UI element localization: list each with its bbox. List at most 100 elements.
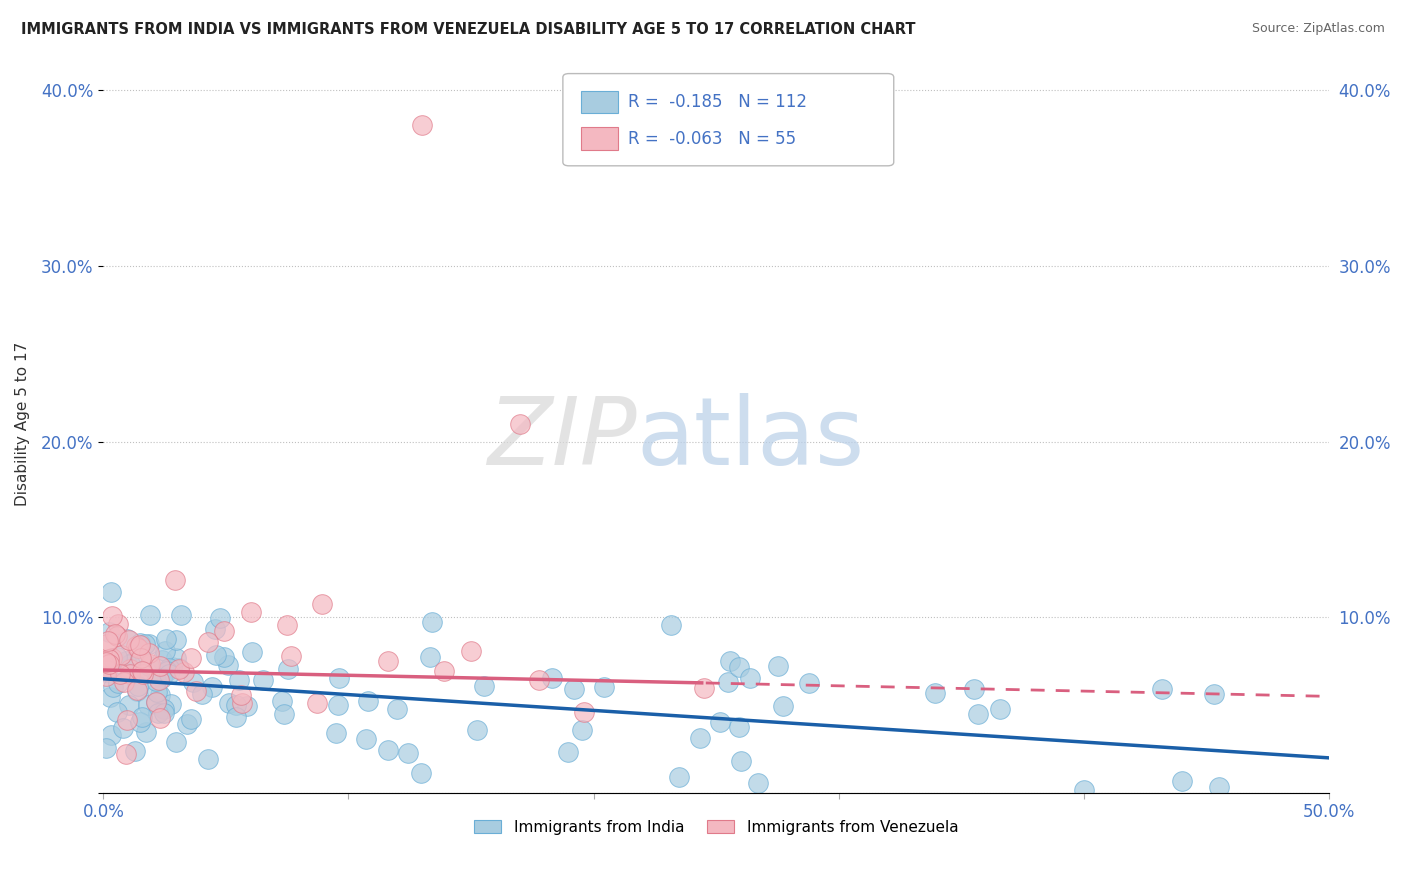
Point: [229, 688, 252, 702]
Point: [176, 717, 198, 731]
Point: [139, 607, 162, 622]
Point: [145, 695, 167, 709]
Point: [411, 119, 433, 133]
Point: [160, 697, 183, 711]
Point: [467, 723, 489, 737]
Point: [165, 632, 187, 647]
Point: [160, 660, 183, 674]
Text: R =  -0.185   N = 112: R = -0.185 N = 112: [628, 93, 807, 111]
Point: [105, 629, 128, 643]
Point: [114, 654, 136, 668]
Point: [727, 720, 749, 734]
Point: [105, 649, 128, 664]
Point: [225, 709, 247, 723]
Point: [138, 637, 160, 651]
Point: [156, 664, 179, 678]
Text: atlas: atlas: [637, 392, 865, 485]
Point: [709, 714, 731, 729]
Point: [100, 584, 122, 599]
Point: [766, 659, 789, 673]
Point: [571, 723, 593, 737]
Point: [419, 649, 441, 664]
Point: [111, 721, 134, 735]
Text: R =  -0.063   N = 55: R = -0.063 N = 55: [628, 129, 796, 147]
Point: [170, 607, 193, 622]
Point: [94, 665, 117, 679]
Point: [118, 698, 141, 712]
Point: [692, 681, 714, 696]
Point: [136, 698, 159, 712]
FancyBboxPatch shape: [581, 128, 619, 150]
Point: [157, 667, 180, 681]
Point: [153, 706, 176, 720]
Point: [409, 765, 432, 780]
Point: [354, 731, 377, 746]
Point: [728, 659, 751, 673]
Point: [145, 673, 167, 688]
Point: [149, 659, 172, 673]
Point: [772, 698, 794, 713]
Point: [718, 654, 741, 668]
Point: [149, 688, 172, 702]
Point: [122, 655, 145, 669]
Point: [115, 747, 138, 762]
Point: [201, 680, 224, 694]
Point: [132, 667, 155, 681]
Point: [197, 752, 219, 766]
Point: [98, 690, 121, 704]
Point: [217, 658, 239, 673]
Y-axis label: Disability Age 5 to 17: Disability Age 5 to 17: [15, 342, 30, 506]
Point: [180, 650, 202, 665]
Point: [173, 665, 195, 679]
Point: [152, 702, 174, 716]
Point: [738, 671, 761, 685]
Point: [420, 615, 443, 630]
Text: IMMIGRANTS FROM INDIA VS IMMIGRANTS FROM VENEZUELA DISABILITY AGE 5 TO 17 CORREL: IMMIGRANTS FROM INDIA VS IMMIGRANTS FROM…: [21, 22, 915, 37]
Point: [101, 609, 124, 624]
Point: [125, 683, 148, 698]
Point: [377, 743, 399, 757]
Text: ZIP: ZIP: [486, 393, 637, 484]
Point: [127, 640, 149, 655]
Point: [155, 632, 177, 646]
Point: [105, 705, 128, 719]
Point: [747, 776, 769, 790]
Point: [472, 679, 495, 693]
Point: [562, 682, 585, 697]
Point: [110, 648, 132, 662]
Point: [1152, 681, 1174, 696]
Point: [145, 695, 167, 709]
Point: [180, 712, 202, 726]
Point: [128, 714, 150, 729]
Point: [924, 686, 946, 700]
Point: [387, 702, 409, 716]
Point: [138, 659, 160, 673]
Point: [118, 657, 141, 672]
Point: [153, 644, 176, 658]
Point: [98, 657, 121, 671]
Point: [186, 683, 208, 698]
Point: [94, 741, 117, 756]
Point: [94, 655, 117, 669]
Point: [252, 673, 274, 688]
Point: [96, 669, 118, 683]
Point: [460, 644, 482, 658]
Point: [96, 664, 118, 678]
Point: [150, 653, 173, 667]
Point: [152, 671, 174, 685]
Point: [328, 698, 350, 712]
Point: [280, 649, 302, 664]
Point: [138, 646, 160, 660]
Point: [165, 734, 187, 748]
Point: [97, 633, 120, 648]
Point: [214, 624, 236, 638]
Point: [529, 673, 551, 688]
Point: [204, 622, 226, 636]
Point: [311, 597, 333, 611]
Point: [325, 726, 347, 740]
FancyBboxPatch shape: [562, 73, 894, 166]
Point: [96, 637, 118, 651]
Point: [159, 661, 181, 675]
Point: [115, 632, 138, 646]
Point: [214, 650, 236, 665]
